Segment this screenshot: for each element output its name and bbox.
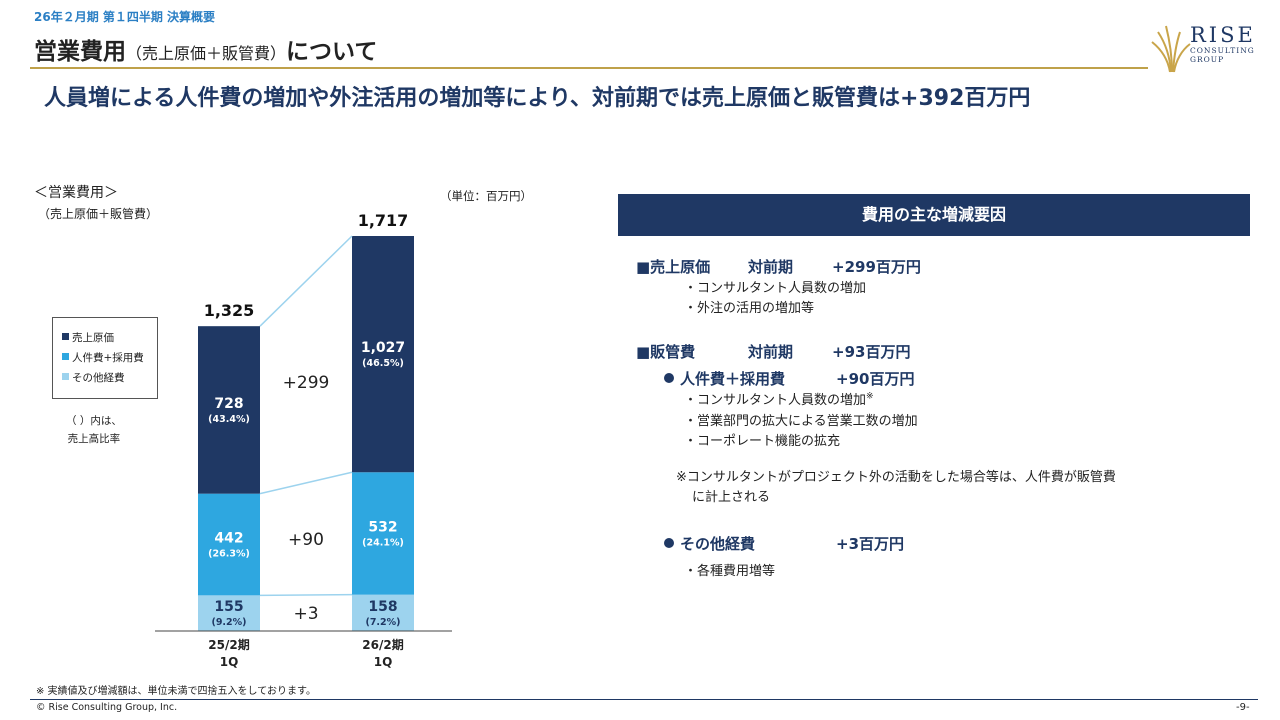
personnel-note-line-2: に計上される — [692, 490, 771, 505]
logo-wordmark: RISE CONSULTING GROUP — [1190, 24, 1256, 64]
rise-logo-icon — [1151, 25, 1191, 73]
factors-panel-header: 費用の主な増減要因 — [618, 194, 1250, 236]
ratio-note-line-2: 売上高比率 — [67, 433, 121, 445]
legend-label-personnel: 人件費+採用費 — [72, 352, 144, 364]
personnel-note: ※コンサルタントがプロジェクト外の活動をした場合等は、人件費が販管費 に計上され… — [676, 468, 1116, 508]
difference-label: +90 — [288, 530, 324, 550]
page-number: -9- — [1236, 702, 1250, 713]
bar-ratio-label: (7.2%) — [365, 617, 400, 628]
personnel-amount: +90百万円 — [836, 370, 915, 388]
personnel-bullet-1-mark: ※ — [866, 391, 874, 402]
chart-subtitle: （売上原価＋販管費） — [38, 207, 159, 221]
bar-ratio-label: (43.4%) — [208, 414, 250, 425]
footer-divider — [30, 699, 1258, 700]
other-expenses-heading: その他経費 +3百万円 — [664, 533, 904, 554]
bar-value-label: 158 — [368, 599, 397, 615]
unit-label: （単位：百万円） — [440, 189, 532, 203]
bar-value-label: 155 — [214, 599, 243, 615]
difference-label: +299 — [283, 373, 330, 393]
personnel-bullet-1: ・コンサルタント人員数の増加※ — [684, 389, 874, 408]
header-divider — [30, 67, 1148, 69]
bar-segment — [198, 326, 260, 494]
legend-item-other: その他経費 — [62, 368, 157, 388]
personnel-note-line-1: ※コンサルタントがプロジェクト外の活動をした場合等は、人件費が販管費 — [676, 470, 1116, 485]
logo-sub-2: GROUP — [1190, 55, 1225, 64]
personnel-heading: 人件費＋採用費 +90百万円 — [664, 368, 914, 389]
bar-ratio-label: (26.3%) — [208, 549, 250, 560]
bar-value-label: 532 — [368, 519, 397, 535]
bar-segment — [198, 595, 260, 631]
bar-total-label: 1,717 — [358, 211, 409, 230]
ratio-note: （ ）内は、 売上高比率 — [66, 412, 122, 448]
sga-amount: +93百万円 — [832, 343, 911, 361]
bar-ratio-label: (24.1%) — [362, 537, 404, 548]
x-tick-label: 26/2期 — [362, 637, 403, 652]
rounding-footnote: ※ 実績値及び増減額は、単位未満で四捨五入をしております。 — [36, 686, 316, 697]
cost-of-sales-heading: ■売上原価 対前期 +299百万円 — [636, 256, 921, 277]
legend-label-other: その他経費 — [72, 372, 125, 384]
bar-segment — [352, 472, 414, 595]
x-tick-label: 1Q — [220, 655, 239, 669]
bullet-dot-icon — [664, 373, 674, 383]
bar-value-label: 728 — [214, 396, 243, 412]
cost-of-sales-bullet-2: ・外注の活用の増加等 — [684, 301, 815, 316]
legend-label-cost: 売上原価 — [72, 332, 114, 344]
legend-swatch-personnel — [62, 353, 69, 360]
sga-label: ■販管費 — [636, 343, 696, 361]
headline: 人員増による人件費の増加や外注活用の増加等により、対前期では売上原価と販管費は+… — [44, 86, 1031, 111]
logo-name: RISE — [1190, 23, 1256, 47]
personnel-label: 人件費＋採用費 — [680, 370, 786, 388]
other-expenses-amount: +3百万円 — [836, 535, 905, 553]
x-tick-label: 25/2期 — [208, 637, 249, 652]
page-title-main: 営業費用 — [34, 39, 126, 65]
other-expenses-label: その他経費 — [680, 535, 756, 553]
difference-label: +3 — [293, 604, 318, 624]
bar-value-label: 442 — [214, 531, 243, 547]
legend-item-personnel: 人件費+採用費 — [62, 348, 157, 368]
personnel-bullet-2: ・営業部門の拡大による営業工数の増加 — [684, 414, 918, 429]
bullet-dot-icon — [664, 538, 674, 548]
stacked-bar-chart: 155 (9.2%) 442 (26.3%) 728 (43.4%) 1,325 25/2期 1… — [155, 211, 452, 669]
connector-line — [259, 471, 353, 495]
cost-of-sales-amount: +299百万円 — [832, 258, 921, 276]
logo-sub-1: CONSULTING — [1190, 46, 1255, 55]
legend-swatch-other — [62, 373, 69, 380]
x-tick-label: 1Q — [374, 655, 393, 669]
chart-title: ＜営業費用＞ — [34, 185, 118, 201]
connector-line — [259, 235, 353, 327]
report-subtitle: 26年２月期 第１四半期 決算概要 — [34, 10, 216, 24]
ratio-note-line-1: （ ）内は、 — [66, 415, 122, 427]
personnel-bullet-1-text: ・コンサルタント人員数の増加 — [684, 393, 867, 408]
chart-legend: 売上原価 人件費+採用費 その他経費 — [52, 317, 158, 399]
bar-value-label: 1,027 — [361, 340, 405, 356]
connector-line — [259, 593, 353, 597]
copyright: © Rise Consulting Group, Inc. — [36, 702, 178, 713]
cost-of-sales-label: ■売上原価 — [636, 258, 711, 276]
cost-of-sales-period: 対前期 — [748, 258, 794, 276]
bar-ratio-label: (46.5%) — [362, 358, 404, 369]
sga-heading: ■販管費 対前期 +93百万円 — [636, 341, 910, 362]
sga-period: 対前期 — [748, 343, 794, 361]
page-title: 営業費用（売上原価＋販管費）について — [34, 32, 377, 66]
bar-ratio-label: (9.2%) — [211, 617, 246, 628]
bar-segment — [352, 236, 414, 473]
page-title-paren: （売上原価＋販管費） — [126, 44, 287, 63]
page-title-suffix: について — [286, 39, 378, 65]
cost-of-sales-bullet-1: ・コンサルタント人員数の増加 — [684, 281, 867, 296]
legend-swatch-cost — [62, 333, 69, 340]
other-expenses-bullet: ・各種費用増等 — [684, 564, 776, 579]
bar-segment — [198, 493, 260, 596]
personnel-bullet-3: ・コーポレート機能の拡充 — [684, 434, 841, 449]
bar-total-label: 1,325 — [204, 301, 255, 320]
legend-item-cost: 売上原価 — [62, 328, 157, 348]
bar-segment — [352, 594, 414, 631]
